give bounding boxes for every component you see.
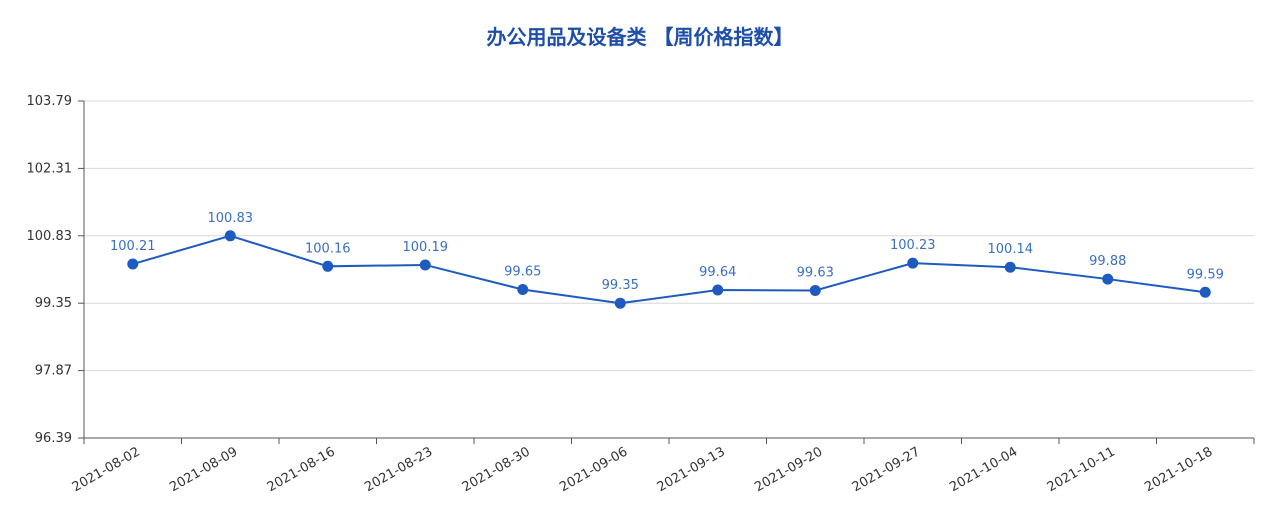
data-point bbox=[322, 260, 334, 272]
y-tick-label: 97.87 bbox=[35, 364, 72, 379]
value-label: 99.63 bbox=[797, 265, 834, 280]
x-tick-label: 2021-08-30 bbox=[460, 444, 533, 495]
data-point bbox=[127, 258, 139, 270]
value-label: 99.64 bbox=[699, 265, 736, 280]
x-tick-label: 2021-10-18 bbox=[1142, 444, 1215, 495]
y-tick-label: 99.35 bbox=[35, 296, 72, 311]
x-tick-label: 2021-08-02 bbox=[70, 444, 143, 495]
y-tick-label: 100.83 bbox=[27, 229, 73, 244]
x-tick-label: 2021-10-04 bbox=[947, 444, 1020, 495]
data-point bbox=[1102, 273, 1114, 285]
value-label: 100.83 bbox=[208, 211, 254, 226]
x-tick-label: 2021-08-23 bbox=[362, 444, 435, 495]
x-tick-label: 2021-10-11 bbox=[1045, 444, 1118, 495]
data-point bbox=[517, 284, 529, 296]
x-tick-label: 2021-09-13 bbox=[655, 444, 728, 495]
x-tick-label: 2021-09-06 bbox=[557, 444, 630, 495]
value-label: 99.65 bbox=[504, 265, 541, 280]
y-tick-label: 102.31 bbox=[27, 161, 73, 176]
data-point bbox=[907, 257, 919, 269]
data-point bbox=[1199, 286, 1211, 298]
y-tick-label: 96.39 bbox=[35, 431, 72, 446]
value-label: 99.59 bbox=[1187, 267, 1224, 282]
data-point bbox=[419, 259, 431, 271]
value-label: 100.19 bbox=[403, 240, 449, 255]
data-point bbox=[614, 297, 626, 309]
data-point bbox=[809, 284, 821, 296]
x-tick-label: 2021-08-09 bbox=[167, 444, 240, 495]
value-label: 99.35 bbox=[602, 278, 639, 293]
value-label: 99.88 bbox=[1089, 254, 1126, 269]
x-tick-label: 2021-09-27 bbox=[850, 444, 923, 495]
chart-title: 办公用品及设备类 【周价格指数】 bbox=[487, 25, 794, 49]
data-point bbox=[1004, 261, 1016, 273]
value-label: 100.21 bbox=[110, 239, 156, 254]
value-label: 100.14 bbox=[988, 242, 1034, 257]
value-label: 100.23 bbox=[890, 238, 936, 253]
series-line bbox=[132, 234, 1206, 305]
x-tick-label: 2021-09-20 bbox=[752, 444, 825, 495]
y-tick-label: 103.79 bbox=[27, 94, 73, 109]
data-point bbox=[712, 284, 724, 296]
x-tick-label: 2021-08-16 bbox=[265, 444, 338, 495]
data-point bbox=[224, 230, 236, 242]
value-label: 100.16 bbox=[305, 241, 351, 256]
